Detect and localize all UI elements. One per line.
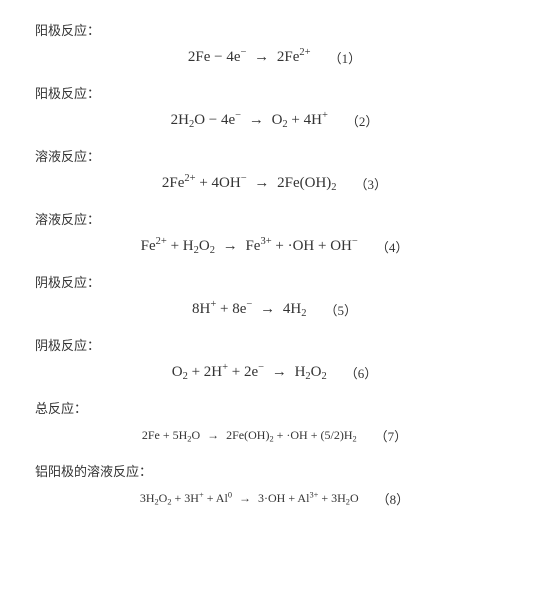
reaction-section: 总反应： 2Fe + 5H2O → 2Fe(OH)2 + ·OH + (5/2)H…	[35, 398, 514, 449]
reaction-label: 阴极反应：	[35, 272, 514, 291]
reaction-label: 阳极反应：	[35, 83, 514, 102]
equation-row: 2Fe − 4e− → 2Fe2+ （1）	[35, 43, 514, 71]
reaction-label: 溶液反应：	[35, 209, 514, 228]
equation: 2Fe2+ + 4OH− → 2Fe(OH)2	[162, 175, 337, 192]
equation-number: （3）	[355, 174, 388, 193]
reaction-section: 阴极反应： 8H+ + 8e− → 4H2 （5）	[35, 272, 514, 323]
equation-number: （1）	[329, 48, 362, 67]
equation-number: （7）	[375, 426, 408, 445]
equation-row: O2 + 2H+ + 2e− → H2O2 （6）	[35, 358, 514, 386]
equation: 2Fe − 4e− → 2Fe2+	[188, 49, 311, 66]
equation-number: （4）	[376, 237, 409, 256]
equation: 8H+ + 8e− → 4H2	[192, 301, 306, 318]
equation-number: （6）	[345, 363, 378, 382]
equation-row: 2Fe2+ + 4OH− → 2Fe(OH)2 （3）	[35, 169, 514, 197]
equation-row: Fe2+ + H2O2 → Fe3+ + ·OH + OH− （4）	[35, 232, 514, 260]
equation-number: （2）	[346, 111, 379, 130]
equation-row: 8H+ + 8e− → 4H2 （5）	[35, 295, 514, 323]
equation-row: 2Fe + 5H2O → 2Fe(OH)2 + ·OH + (5/2)H2 （7）	[35, 421, 514, 449]
reaction-section: 溶液反应： 2Fe2+ + 4OH− → 2Fe(OH)2 （3）	[35, 146, 514, 197]
equation: 2H2O − 4e− → O2 + 4H+	[171, 112, 328, 129]
reaction-label: 溶液反应：	[35, 146, 514, 165]
reaction-section: 阴极反应： O2 + 2H+ + 2e− → H2O2 （6）	[35, 335, 514, 386]
equation: 3H2O2 + 3H+ + Al0 → 3·OH + Al3+ + 3H2O	[140, 491, 359, 506]
equation-number: （8）	[377, 489, 410, 508]
reactions-list: 阳极反应： 2Fe − 4e− → 2Fe2+ （1） 阳极反应： 2H2O − 4e−…	[35, 20, 514, 512]
reaction-label: 阴极反应：	[35, 335, 514, 354]
reaction-section: 铝阳极的溶液反应： 3H2O2 + 3H+ + Al0 → 3·OH + Al3+…	[35, 461, 514, 512]
equation-row: 3H2O2 + 3H+ + Al0 → 3·OH + Al3+ + 3H2O （8…	[35, 484, 514, 512]
reaction-label: 总反应：	[35, 398, 514, 417]
equation: Fe2+ + H2O2 → Fe3+ + ·OH + OH−	[141, 238, 358, 255]
equation-row: 2H2O − 4e− → O2 + 4H+ （2）	[35, 106, 514, 134]
equation: 2Fe + 5H2O → 2Fe(OH)2 + ·OH + (5/2)H2	[142, 428, 357, 443]
equation-number: （5）	[324, 300, 357, 319]
reaction-section: 阳极反应： 2Fe − 4e− → 2Fe2+ （1）	[35, 20, 514, 71]
reaction-section: 溶液反应： Fe2+ + H2O2 → Fe3+ + ·OH + OH− （4）	[35, 209, 514, 260]
equation: O2 + 2H+ + 2e− → H2O2	[172, 364, 327, 381]
reaction-label: 阳极反应：	[35, 20, 514, 39]
reaction-section: 阳极反应： 2H2O − 4e− → O2 + 4H+ （2）	[35, 83, 514, 134]
reaction-label: 铝阳极的溶液反应：	[35, 461, 514, 480]
